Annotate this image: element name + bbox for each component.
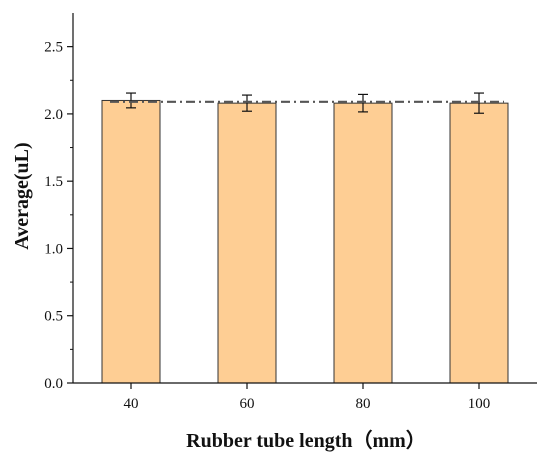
- error-bar-80: [358, 93, 368, 113]
- bar-40: [101, 99, 161, 384]
- bar-100: [449, 102, 509, 384]
- y-tick-label: 1.0: [44, 241, 63, 257]
- y-tick-label: 2.5: [44, 40, 63, 56]
- bars-layer: [101, 99, 509, 384]
- axes-layer: [67, 13, 537, 389]
- y-tick-label: 0.0: [44, 376, 63, 392]
- x-tick-label: 60: [240, 396, 255, 412]
- x-axis-title: Rubber tube length（mm）: [186, 429, 426, 452]
- y-tick-label: 1.5: [44, 174, 63, 190]
- bar-60: [217, 102, 277, 384]
- y-tick-label: 0.5: [44, 309, 63, 325]
- error-bars-layer: [126, 92, 484, 114]
- error-bar-60: [242, 94, 252, 112]
- y-axis-title: Average(uL): [11, 142, 33, 249]
- x-tick-label: 80: [356, 396, 371, 412]
- bar-80: [333, 102, 393, 384]
- x-tick-label: 40: [124, 396, 139, 412]
- x-tick-label: 100: [468, 396, 491, 412]
- error-bar-100: [474, 92, 484, 114]
- error-bar-40: [126, 92, 136, 109]
- y-tick-label: 2.0: [44, 107, 63, 123]
- tick-labels-layer: 0.0 0.5 1.0 1.5 2.0 2.5 40 60 80 100: [44, 40, 490, 412]
